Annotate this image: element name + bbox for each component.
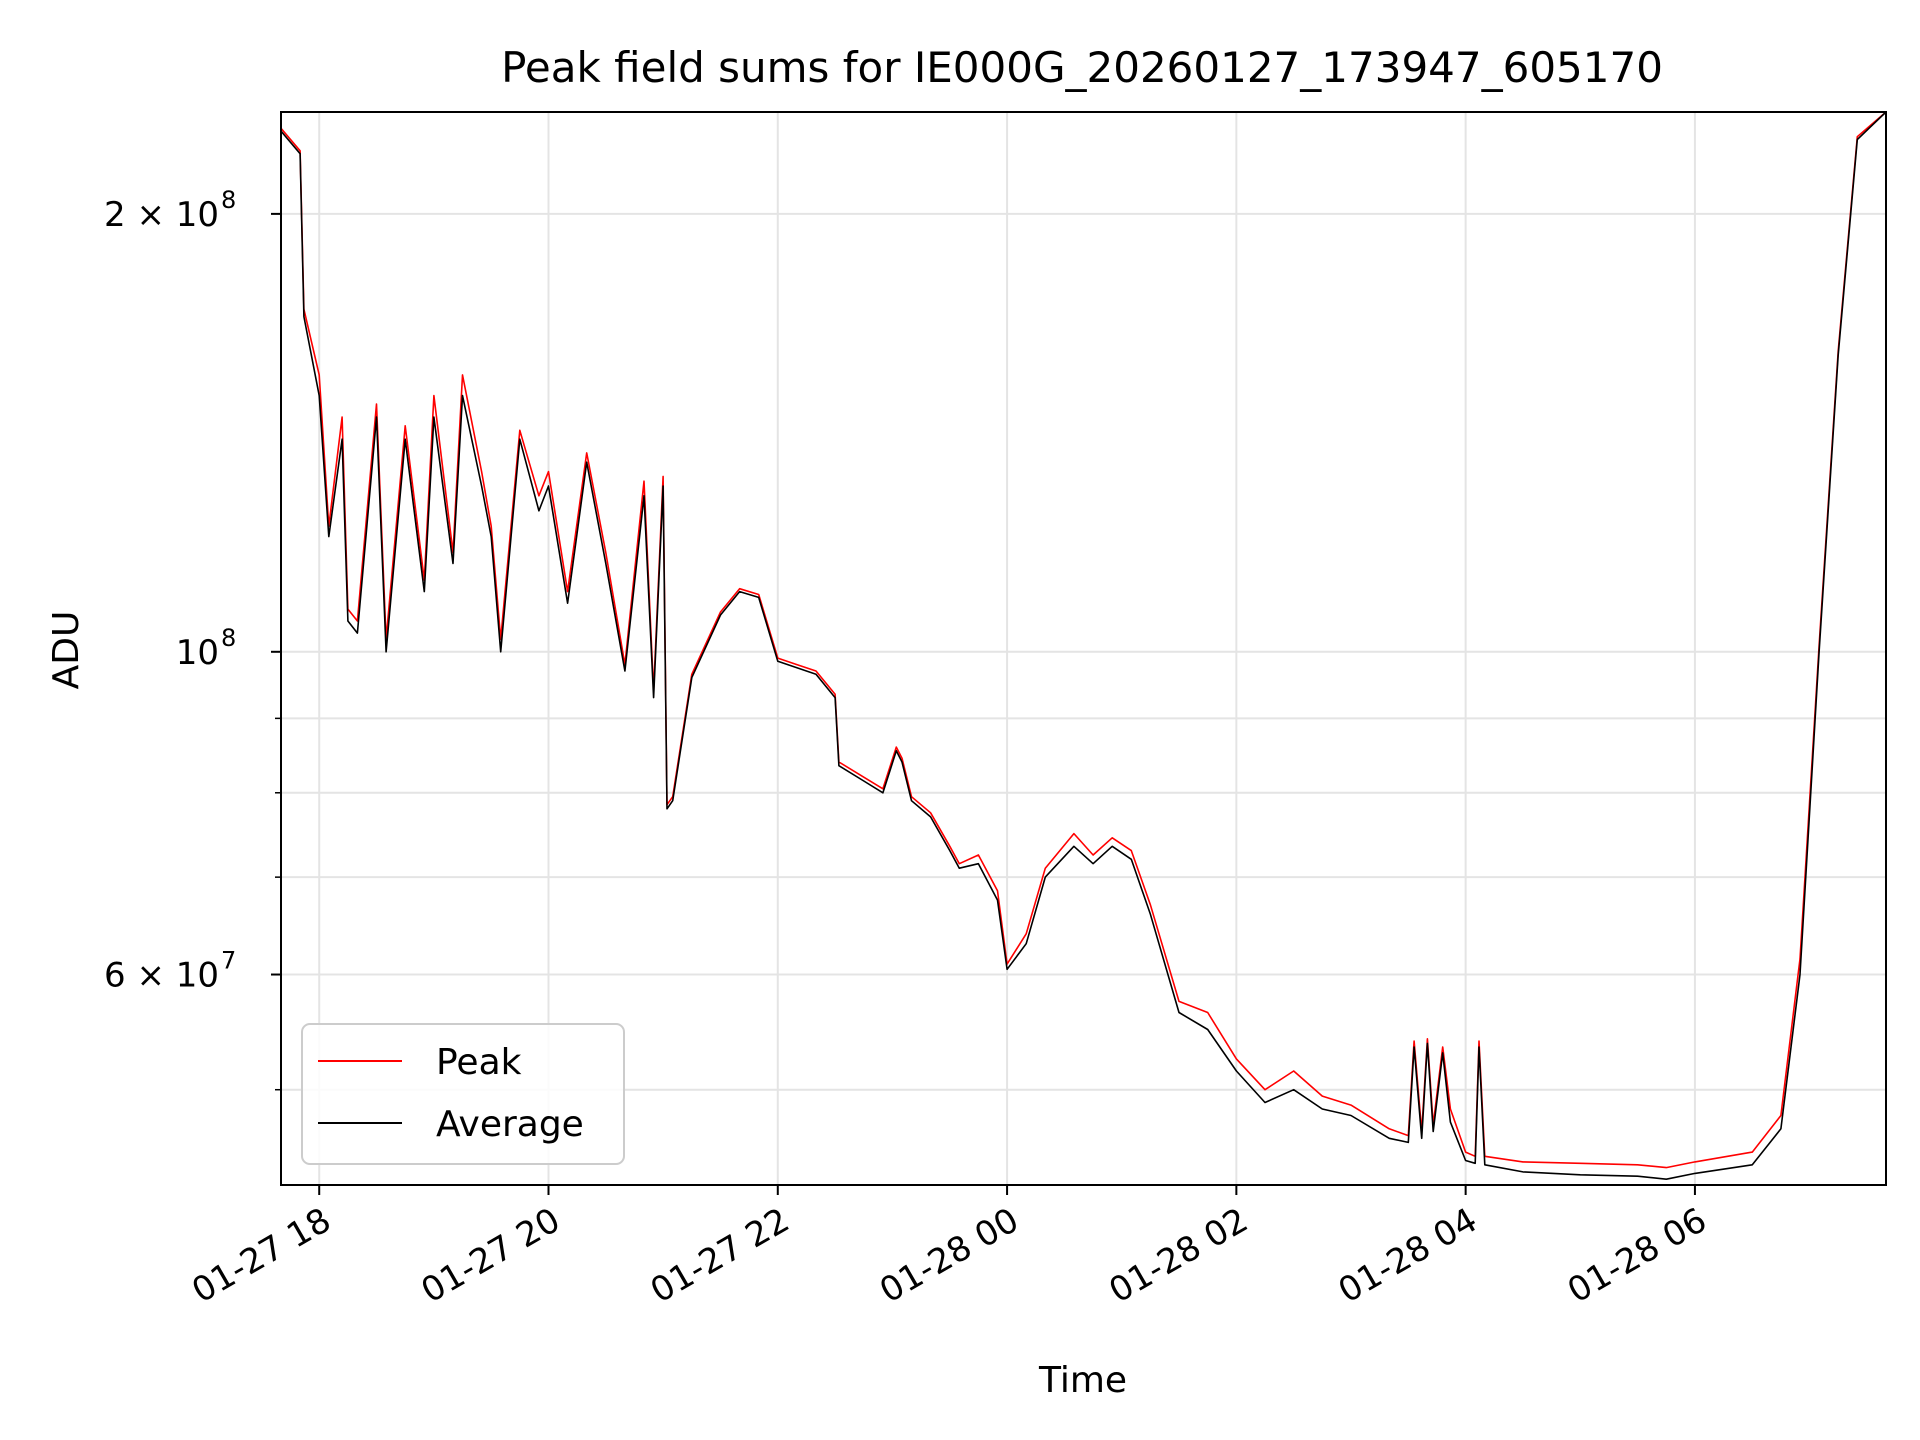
y-axis: 6 × 10 710 82 × 10 8 xyxy=(104,186,281,1091)
legend-label-peak: Peak xyxy=(436,1042,522,1083)
series-line-average xyxy=(280,111,1887,1180)
legend-box xyxy=(301,1023,625,1165)
legend: Peak Average xyxy=(301,1023,625,1165)
plot-area xyxy=(280,111,1887,1180)
chart-title: Peak field sums for IE000G_20260127_1739… xyxy=(501,43,1663,92)
y-tick-label-base: 10 xyxy=(176,633,219,673)
series-line-peak xyxy=(280,111,1887,1169)
y-tick-label: 6 × 10 7 xyxy=(104,947,236,996)
x-axis-label: Time xyxy=(1038,1360,1127,1401)
y-tick-label: 2 × 10 8 xyxy=(104,186,236,235)
axes-frame xyxy=(280,111,1887,1186)
y-tick-label: 10 8 xyxy=(176,624,237,673)
y-tick-label-exponent: 8 xyxy=(221,186,236,214)
y-tick-label-exponent: 7 xyxy=(221,947,236,975)
y-tick-label-base: 2 × 10 xyxy=(104,195,219,235)
legend-label-average: Average xyxy=(436,1104,584,1145)
grid xyxy=(281,112,1886,1185)
y-tick-label-base: 6 × 10 xyxy=(104,956,219,996)
y-axis-label: ADU xyxy=(46,611,87,690)
y-tick-label-exponent: 8 xyxy=(221,624,236,652)
